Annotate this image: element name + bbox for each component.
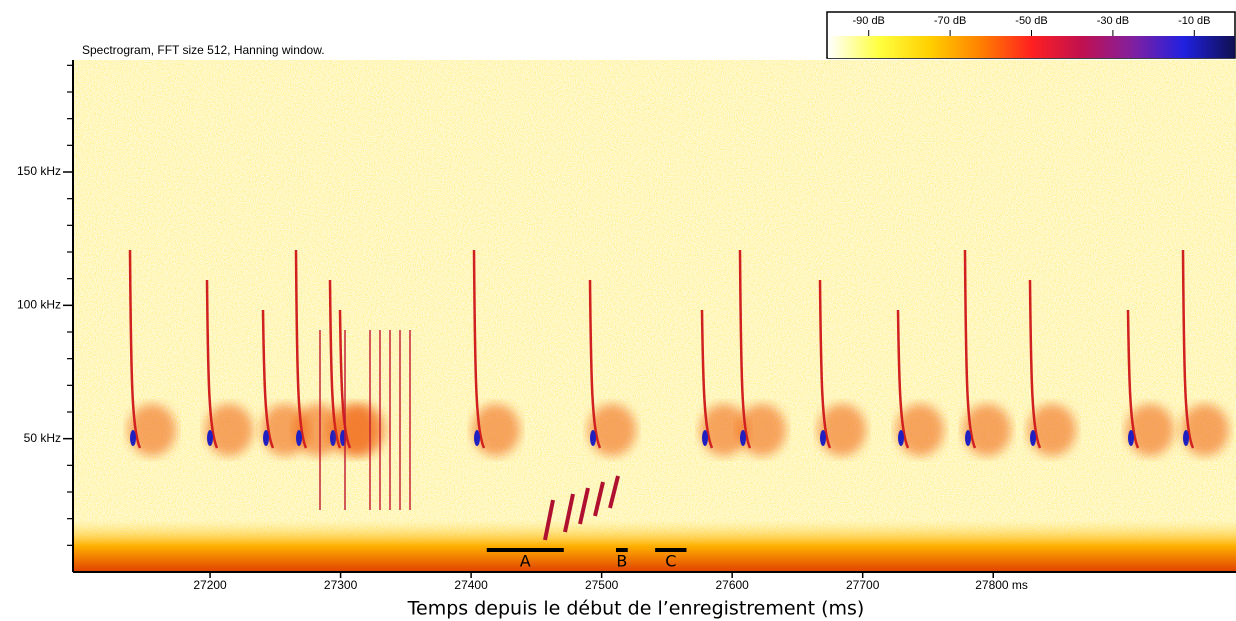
colorbar-tick-label: -90 dB xyxy=(852,15,884,27)
call-peak xyxy=(207,430,213,446)
x-tick-label: 27500 xyxy=(585,578,619,592)
call-peak xyxy=(263,430,269,446)
call-sweep xyxy=(593,481,605,517)
x-tick-label: 27300 xyxy=(324,578,358,592)
call-peak xyxy=(330,430,336,446)
call-sweep xyxy=(128,249,142,449)
call-sweep xyxy=(205,279,219,449)
call-peak xyxy=(820,430,826,446)
x-tick-label: 27800 ms xyxy=(975,578,1028,592)
chart-title: Spectrogram, FFT size 512, Hanning windo… xyxy=(82,43,325,57)
x-axis-label: Temps depuis le début de l’enregistremen… xyxy=(407,598,865,620)
x-tick-label: 27600 xyxy=(715,578,749,592)
call-peak xyxy=(296,430,302,446)
call-energy xyxy=(700,404,748,456)
call-sweep xyxy=(896,309,910,449)
call-sweep xyxy=(608,475,620,509)
call-sweep xyxy=(1126,309,1140,449)
call-energy xyxy=(338,404,386,456)
call-sweep xyxy=(588,279,602,449)
call-energy xyxy=(128,404,176,456)
call-sweep xyxy=(738,249,752,449)
call-peak xyxy=(898,430,904,446)
y-tick-label: 50 kHz xyxy=(24,431,61,445)
call-energy xyxy=(1028,404,1076,456)
call-peak xyxy=(474,430,480,446)
call-energy xyxy=(818,404,866,456)
call-peak xyxy=(130,430,136,446)
x-tick-label: 27700 xyxy=(846,578,880,592)
colorbar-tick-label: -10 dB xyxy=(1178,15,1210,27)
call-peak xyxy=(702,430,708,446)
y-tick-label: 100 kHz xyxy=(17,298,61,312)
call-sweep xyxy=(963,249,977,449)
y-tick-label: 150 kHz xyxy=(17,164,61,178)
call-sweep xyxy=(578,487,590,525)
call-sweep xyxy=(563,493,575,533)
annotation-label: A xyxy=(520,552,531,571)
call-sweep xyxy=(818,279,832,449)
calls xyxy=(128,249,1229,541)
x-tick-label: 27400 xyxy=(454,578,488,592)
call-energy xyxy=(896,404,944,456)
call-sweep xyxy=(328,279,342,449)
call-energy xyxy=(963,404,1011,456)
call-energy xyxy=(1126,404,1174,456)
call-sweep xyxy=(338,309,352,449)
call-energy xyxy=(205,404,253,456)
call-energy xyxy=(472,404,520,456)
call-energy xyxy=(1181,404,1229,456)
call-energy xyxy=(738,404,786,456)
call-sweep xyxy=(472,249,486,449)
call-sweep xyxy=(294,249,308,449)
call-peak xyxy=(590,430,596,446)
call-sweep xyxy=(543,499,555,541)
call-peak xyxy=(1030,430,1036,446)
call-peak xyxy=(965,430,971,446)
plot-area xyxy=(73,60,1236,572)
call-sweep xyxy=(261,309,275,449)
colorbar-tick-label: -70 dB xyxy=(934,15,966,27)
call-sweep xyxy=(1028,279,1042,449)
call-sweep xyxy=(1181,249,1195,449)
call-peak xyxy=(1128,430,1134,446)
colorbar-tick-label: -50 dB xyxy=(1015,15,1047,27)
x-tick-label: 27200 xyxy=(193,578,227,592)
noise-texture xyxy=(73,60,1236,572)
call-peak xyxy=(1183,430,1189,446)
low-frequency-band xyxy=(73,520,1236,572)
call-energy xyxy=(588,404,636,456)
call-peak xyxy=(740,430,746,446)
colorbar-tick-label: -30 dB xyxy=(1097,15,1129,27)
call-energy xyxy=(294,404,342,456)
call-sweep xyxy=(700,309,714,449)
colorbar xyxy=(828,36,1235,58)
annotation-label: C xyxy=(665,552,676,571)
annotation-label: B xyxy=(616,552,627,571)
